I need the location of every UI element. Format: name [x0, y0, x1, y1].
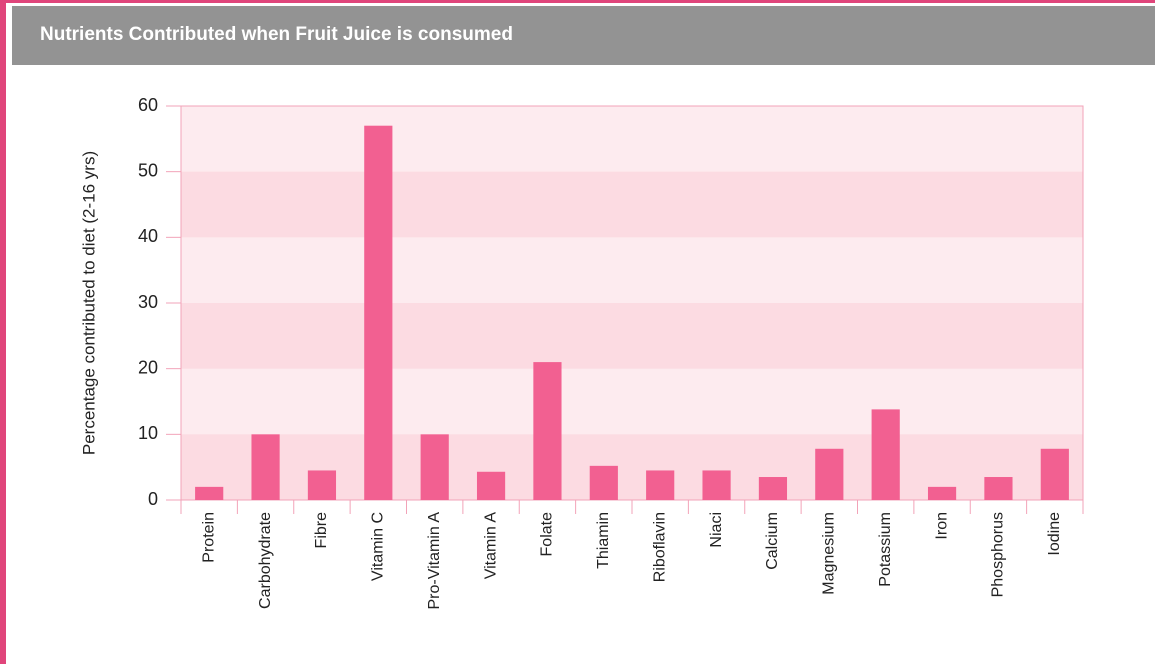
y-tick-label: 40 [138, 226, 158, 246]
bar [927, 486, 957, 500]
x-tick-label: Protein [200, 512, 217, 563]
bar [307, 470, 337, 500]
x-tick-label: Vitamin A [482, 512, 499, 580]
x-tick-label: Pro-Vitamin A [426, 512, 443, 610]
y-tick-label: 50 [138, 160, 158, 180]
bar [758, 477, 788, 500]
bar [533, 362, 562, 500]
x-tick-label: Niaci [708, 512, 725, 548]
x-tick-label: Iron [933, 512, 950, 540]
bar [476, 471, 506, 500]
bar [815, 448, 844, 500]
grid-band [181, 171, 1083, 238]
bar [1040, 448, 1069, 500]
bar [251, 434, 280, 500]
bar [984, 477, 1013, 500]
x-tick-label: Fibre [313, 512, 330, 549]
bar [871, 409, 900, 500]
x-tick-label: Riboflavin [651, 512, 668, 582]
bar [702, 470, 731, 500]
bar [420, 434, 449, 500]
header: Nutrients Contributed when Fruit Juice i… [12, 6, 1155, 65]
x-tick-label: Magnesium [821, 512, 838, 595]
x-tick-label: Vitamin C [370, 512, 387, 581]
grid-band [181, 303, 1083, 369]
x-tick-label: Thiamin [595, 512, 612, 569]
y-tick-label: 60 [138, 95, 158, 115]
bar [195, 486, 224, 500]
bar [364, 125, 393, 500]
x-tick-label: Carbohydrate [257, 512, 274, 609]
x-tick-label: Iodine [1046, 512, 1063, 556]
x-tick-label: Phosphorus [990, 512, 1007, 597]
y-tick-label: 0 [148, 489, 158, 509]
y-axis-label: Percentage contributed to diet (2-16 yrs… [79, 151, 98, 455]
y-tick-label: 10 [138, 423, 158, 443]
x-tick-label: Calcium [764, 512, 781, 570]
x-tick-label: Folate [539, 512, 556, 557]
chart-title: Nutrients Contributed when Fruit Juice i… [40, 24, 513, 45]
y-tick-label: 30 [138, 292, 158, 312]
bar [646, 470, 675, 500]
y-tick-label: 20 [138, 357, 158, 377]
x-tick-label: Potassium [877, 512, 894, 587]
bar [589, 465, 618, 500]
